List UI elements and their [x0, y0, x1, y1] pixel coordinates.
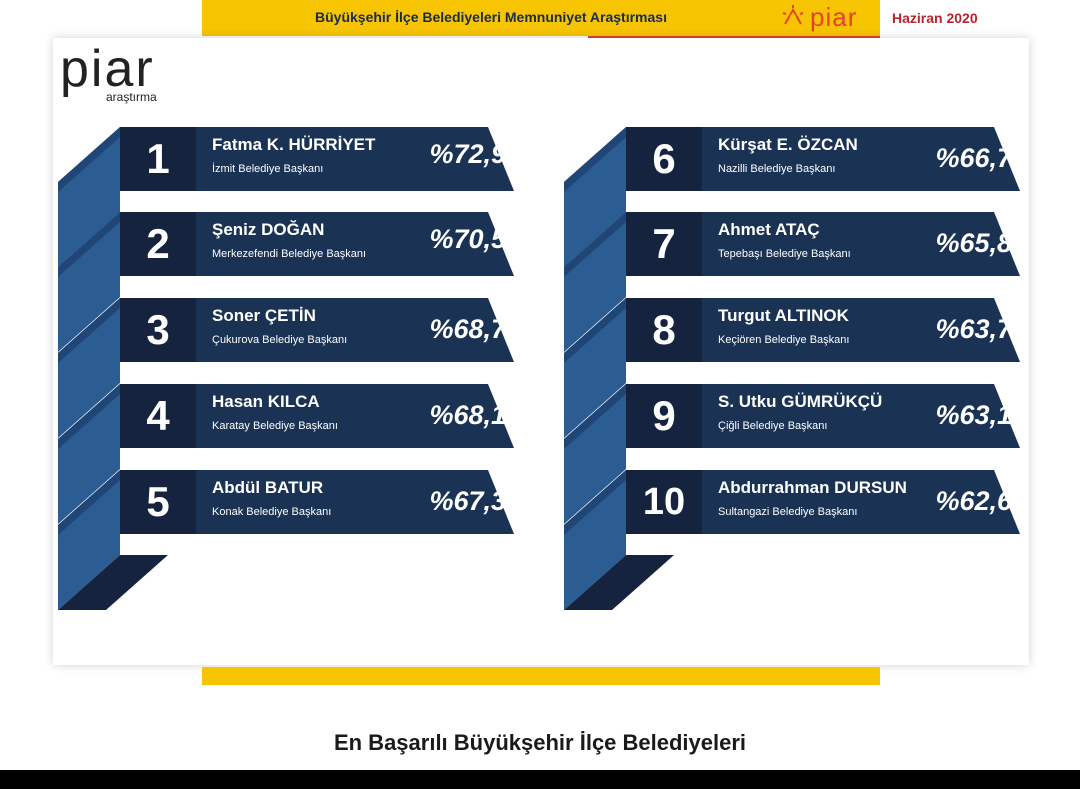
mayor-name: Şeniz DOĞAN	[212, 220, 325, 239]
ranking-row: 6 Kürşat E. ÖZCAN Nazilli Belediye Başkanı…	[564, 127, 1034, 267]
satisfaction-percent: %63,7	[935, 314, 1012, 344]
satisfaction-percent: %65,8	[935, 228, 1012, 258]
header-date: Haziran 2020	[892, 10, 978, 26]
rank-number: 4	[120, 384, 196, 448]
rank-number: 8	[626, 298, 702, 362]
mayor-name: Ahmet ATAÇ	[718, 220, 820, 239]
rank-number: 1	[120, 127, 196, 191]
mayor-title: Sultangazi Belediye Başkanı	[718, 506, 858, 518]
ranking-row: 9 S. Utku GÜMRÜKÇÜ Çiğli Belediye Başkanı%…	[564, 384, 1034, 524]
header-piar-logo: piar	[780, 2, 857, 32]
mayor-title: Tepebaşı Belediye Başkanı	[718, 248, 851, 260]
ranking-row: 7 Ahmet ATAÇ Tepebaşı Belediye Başkanı %65,…	[564, 212, 1034, 352]
name-banner	[694, 470, 1020, 534]
mayor-title: Nazilli Belediye Başkanı	[718, 163, 836, 175]
card-bottom-yellow-band	[202, 667, 880, 685]
mayor-name: Abdurrahman DURSUN	[718, 478, 907, 497]
satisfaction-percent: %62,6	[935, 486, 1012, 516]
name-banner	[694, 298, 1020, 362]
ranking-row: 10 Abdurrahman DURSUN Sultangazi Belediye …	[564, 470, 1034, 610]
ribbon-side	[564, 470, 674, 610]
rank-number: 7	[626, 212, 702, 276]
name-banner	[188, 212, 514, 276]
ribbon-side	[58, 384, 120, 524]
satisfaction-percent: %68,7	[429, 314, 506, 344]
mayor-name: Abdül BATUR	[212, 478, 324, 497]
name-banner	[694, 212, 1020, 276]
mayor-title: Konak Belediye Başkanı	[212, 506, 332, 518]
ribbon-side	[564, 212, 626, 352]
piar-logo: piar araştırma	[60, 40, 190, 110]
rank-number: 2	[120, 212, 196, 276]
mayor-name: Fatma K. HÜRRİYET	[212, 135, 376, 154]
sun-icon	[782, 5, 804, 25]
ribbon-side	[564, 384, 626, 524]
ribbon-side	[58, 212, 120, 352]
piar-logo-word: piar	[60, 40, 155, 98]
ranking-row: 8 Turgut ALTINOK Keçiören Belediye Başkanı…	[564, 298, 1034, 438]
mayor-title: Merkezefendi Belediye Başkanı	[212, 248, 367, 260]
name-banner	[188, 298, 514, 362]
satisfaction-percent: %70,5	[429, 224, 506, 254]
page-caption: En Başarılı Büyükşehir İlçe Belediyeleri	[333, 730, 747, 755]
rank-number: 6	[626, 127, 702, 191]
ranking-row: 1 Fatma K. HÜRRİYET İzmit Belediye Başkanı…	[58, 127, 528, 267]
mayor-name: Turgut ALTINOK	[718, 306, 849, 325]
satisfaction-percent: %72,9	[429, 139, 506, 169]
footer-black-bar	[0, 770, 1080, 789]
ribbon-side	[58, 298, 120, 438]
rank-number: 10	[626, 470, 702, 534]
mayor-title: Çiğli Belediye Başkanı	[718, 420, 828, 432]
header-yellow-band	[202, 0, 880, 36]
ranking-row: 4 Hasan KILCA Karatay Belediye Başkanı %68,…	[58, 384, 528, 524]
ribbon-side	[564, 127, 626, 267]
mayor-name: Hasan KILCA	[212, 392, 320, 411]
name-banner	[188, 470, 514, 534]
ranking-row: 3 Soner ÇETİN Çukurova Belediye Başkanı %68…	[58, 298, 528, 438]
ranking-row: 5 Abdül BATUR Konak Belediye Başkanı %67,3	[58, 470, 528, 610]
piar-logo-sub: araştırma	[106, 90, 157, 104]
ribbon-side	[564, 298, 626, 438]
rank-number: 5	[120, 470, 196, 534]
mayor-title: Keçiören Belediye Başkanı	[718, 334, 850, 346]
satisfaction-percent: %63,1	[935, 400, 1012, 430]
rank-number: 3	[120, 298, 196, 362]
header-logo-text: piar	[810, 2, 858, 32]
ribbon-side	[58, 470, 168, 610]
mayor-name: Kürşat E. ÖZCAN	[718, 135, 858, 154]
mayor-name: S. Utku GÜMRÜKÇÜ	[718, 392, 883, 411]
name-banner	[188, 384, 514, 448]
ribbon-side	[58, 127, 120, 267]
ranking-row: 2 Şeniz DOĞAN Merkezefendi Belediye Başkan…	[58, 212, 528, 352]
satisfaction-percent: %66,7	[935, 143, 1012, 173]
rank-number: 9	[626, 384, 702, 448]
header-title: Büyükşehir İlçe Belediyeleri Memnuniyet …	[315, 9, 667, 25]
satisfaction-percent: %68,1	[429, 400, 506, 430]
name-banner	[694, 127, 1020, 191]
name-banner	[188, 127, 514, 191]
mayor-name: Soner ÇETİN	[212, 306, 316, 325]
satisfaction-percent: %67,3	[429, 486, 506, 516]
mayor-title: Çukurova Belediye Başkanı	[212, 334, 348, 346]
name-banner	[694, 384, 1020, 448]
mayor-title: İzmit Belediye Başkanı	[212, 163, 324, 175]
mayor-title: Karatay Belediye Başkanı	[212, 420, 338, 432]
